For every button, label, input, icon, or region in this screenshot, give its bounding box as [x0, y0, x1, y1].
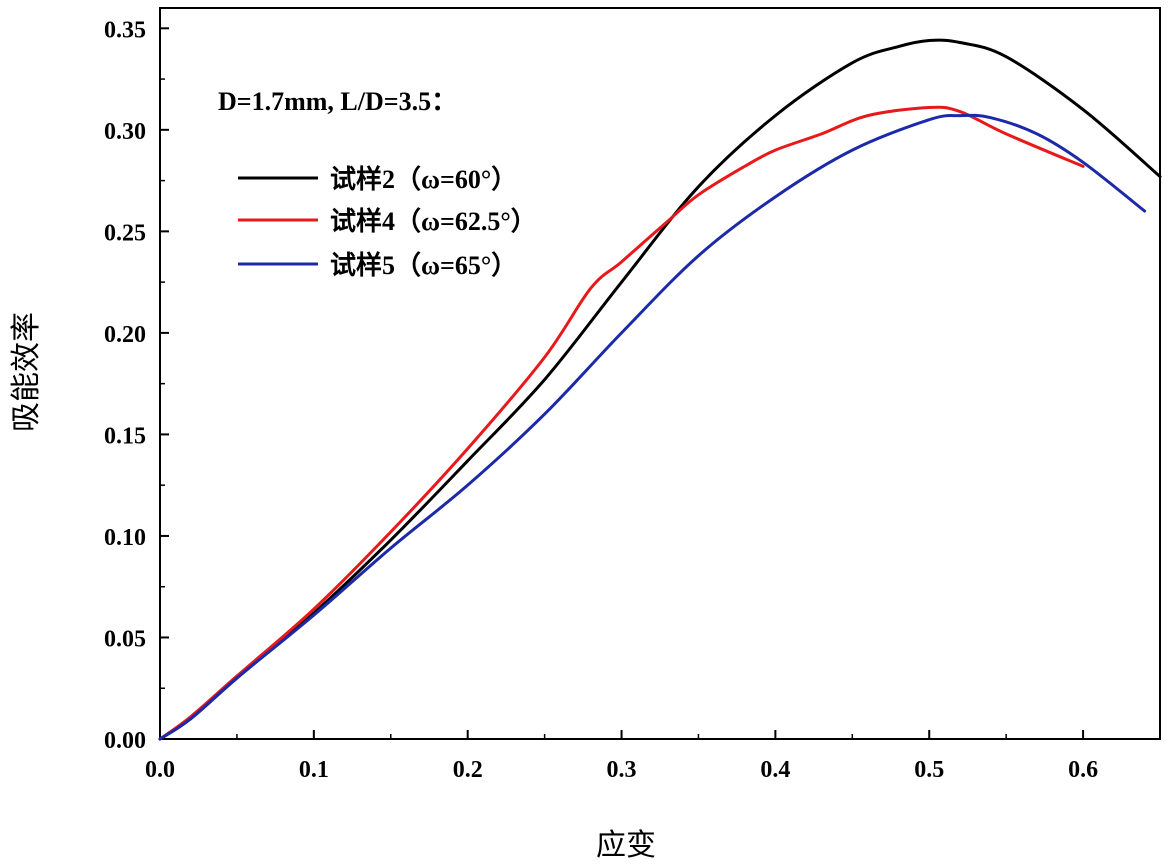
- x-tick-label: 0.6: [1068, 757, 1098, 783]
- plot-border: [159, 7, 1161, 740]
- x-axis-title: 应变: [596, 828, 656, 863]
- x-tick-label: 0.5: [914, 757, 944, 783]
- legend-label-series-2: 试样2（ω=60°）: [330, 164, 517, 194]
- series-5-line: [158, 113, 1147, 741]
- x-tick-label: 0.3: [607, 757, 637, 783]
- legend-label-series-4: 试样4（ω=62.5°）: [330, 206, 537, 236]
- legend: 试样2（ω=60°） 试样4（ω=62.5°） 试样5（ω=65°）: [238, 164, 537, 280]
- series-4-line: [158, 105, 1085, 741]
- y-tick-label: 0.25: [104, 220, 146, 246]
- legend-label-series-5: 试样5（ω=65°）: [330, 250, 517, 280]
- x-tick-label: 0.1: [299, 757, 329, 783]
- plot-frame: [159, 7, 1161, 740]
- y-tick-label: 0.15: [104, 423, 146, 449]
- x-axis: 0.0 0.1 0.2 0.3 0.4 0.5 0.6: [145, 730, 1161, 783]
- y-axis: 0.00 0.05 0.10 0.15 0.20 0.25 0.30 0.35: [104, 17, 169, 754]
- series-layer: [158, 38, 1162, 741]
- y-tick-label: 0.00: [104, 728, 146, 754]
- x-tick-label: 0.4: [760, 757, 790, 783]
- x-tick-label: 0.2: [453, 757, 483, 783]
- y-axis-title: 吸能效率: [9, 312, 44, 432]
- specimen-annotation: D=1.7mm, L/D=3.5：: [218, 87, 457, 116]
- y-tick-label: 0.05: [104, 626, 146, 652]
- x-tick-label: 0.0: [145, 757, 175, 783]
- y-tick-label: 0.10: [104, 525, 146, 551]
- y-tick-label: 0.30: [104, 119, 146, 145]
- y-tick-label: 0.35: [104, 17, 146, 43]
- y-tick-label: 0.20: [104, 322, 146, 348]
- series-2-line: [158, 38, 1162, 741]
